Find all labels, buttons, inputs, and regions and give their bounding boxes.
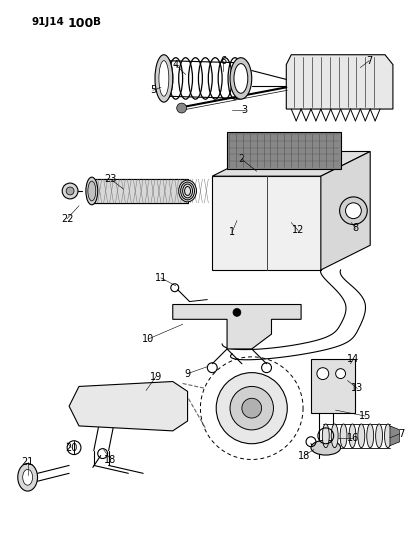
Polygon shape bbox=[390, 426, 400, 446]
Bar bbox=[92, 179, 188, 203]
Circle shape bbox=[66, 187, 74, 195]
Text: 6: 6 bbox=[220, 55, 226, 66]
Text: 11: 11 bbox=[155, 273, 167, 283]
Text: 20: 20 bbox=[65, 442, 77, 453]
Text: 21: 21 bbox=[21, 457, 34, 467]
Ellipse shape bbox=[18, 464, 38, 491]
Ellipse shape bbox=[155, 55, 173, 102]
Circle shape bbox=[317, 368, 329, 379]
Ellipse shape bbox=[331, 424, 338, 448]
Ellipse shape bbox=[384, 424, 392, 448]
Polygon shape bbox=[173, 304, 301, 349]
Ellipse shape bbox=[185, 187, 190, 196]
Circle shape bbox=[242, 398, 262, 418]
Text: 13: 13 bbox=[351, 383, 364, 393]
Text: 3: 3 bbox=[242, 105, 248, 115]
Text: 5: 5 bbox=[150, 85, 156, 95]
Polygon shape bbox=[212, 151, 370, 176]
Circle shape bbox=[62, 183, 78, 199]
Text: 18: 18 bbox=[298, 450, 310, 461]
Ellipse shape bbox=[159, 61, 169, 96]
Circle shape bbox=[233, 309, 241, 317]
Text: 22: 22 bbox=[61, 214, 73, 224]
Ellipse shape bbox=[349, 424, 356, 448]
Text: 14: 14 bbox=[347, 354, 360, 364]
Text: 9: 9 bbox=[185, 369, 191, 378]
Ellipse shape bbox=[358, 424, 365, 448]
Text: 15: 15 bbox=[359, 411, 371, 421]
Text: 100: 100 bbox=[67, 17, 94, 30]
Ellipse shape bbox=[88, 181, 96, 201]
Ellipse shape bbox=[311, 440, 341, 455]
Text: 18: 18 bbox=[104, 455, 117, 464]
Text: 12: 12 bbox=[292, 225, 304, 236]
Text: 8: 8 bbox=[352, 223, 358, 233]
Ellipse shape bbox=[340, 424, 347, 448]
Text: 19: 19 bbox=[150, 372, 162, 382]
Bar bbox=[311, 359, 356, 413]
Polygon shape bbox=[212, 176, 321, 270]
Text: 4: 4 bbox=[173, 60, 179, 70]
Text: 7: 7 bbox=[366, 55, 372, 66]
Polygon shape bbox=[69, 382, 188, 431]
Text: 16: 16 bbox=[347, 433, 360, 443]
Circle shape bbox=[230, 386, 273, 430]
Circle shape bbox=[336, 369, 345, 378]
Text: 10: 10 bbox=[142, 334, 154, 344]
Ellipse shape bbox=[234, 63, 248, 93]
Text: 23: 23 bbox=[104, 174, 117, 184]
Ellipse shape bbox=[23, 470, 32, 485]
Polygon shape bbox=[286, 55, 393, 109]
Ellipse shape bbox=[340, 197, 367, 224]
Ellipse shape bbox=[179, 180, 196, 202]
Circle shape bbox=[216, 373, 287, 443]
Text: B: B bbox=[93, 17, 101, 27]
Bar bbox=[227, 132, 341, 169]
Circle shape bbox=[177, 103, 187, 113]
Polygon shape bbox=[321, 151, 370, 270]
Ellipse shape bbox=[376, 424, 383, 448]
Text: 2: 2 bbox=[239, 155, 245, 164]
Text: 91J14: 91J14 bbox=[32, 17, 64, 27]
Ellipse shape bbox=[322, 424, 329, 448]
Ellipse shape bbox=[367, 424, 374, 448]
Ellipse shape bbox=[230, 58, 252, 99]
Ellipse shape bbox=[183, 184, 192, 198]
Ellipse shape bbox=[86, 177, 98, 205]
Ellipse shape bbox=[181, 182, 194, 200]
Text: 1: 1 bbox=[229, 228, 235, 237]
Text: 17: 17 bbox=[394, 429, 405, 439]
Ellipse shape bbox=[345, 203, 361, 219]
